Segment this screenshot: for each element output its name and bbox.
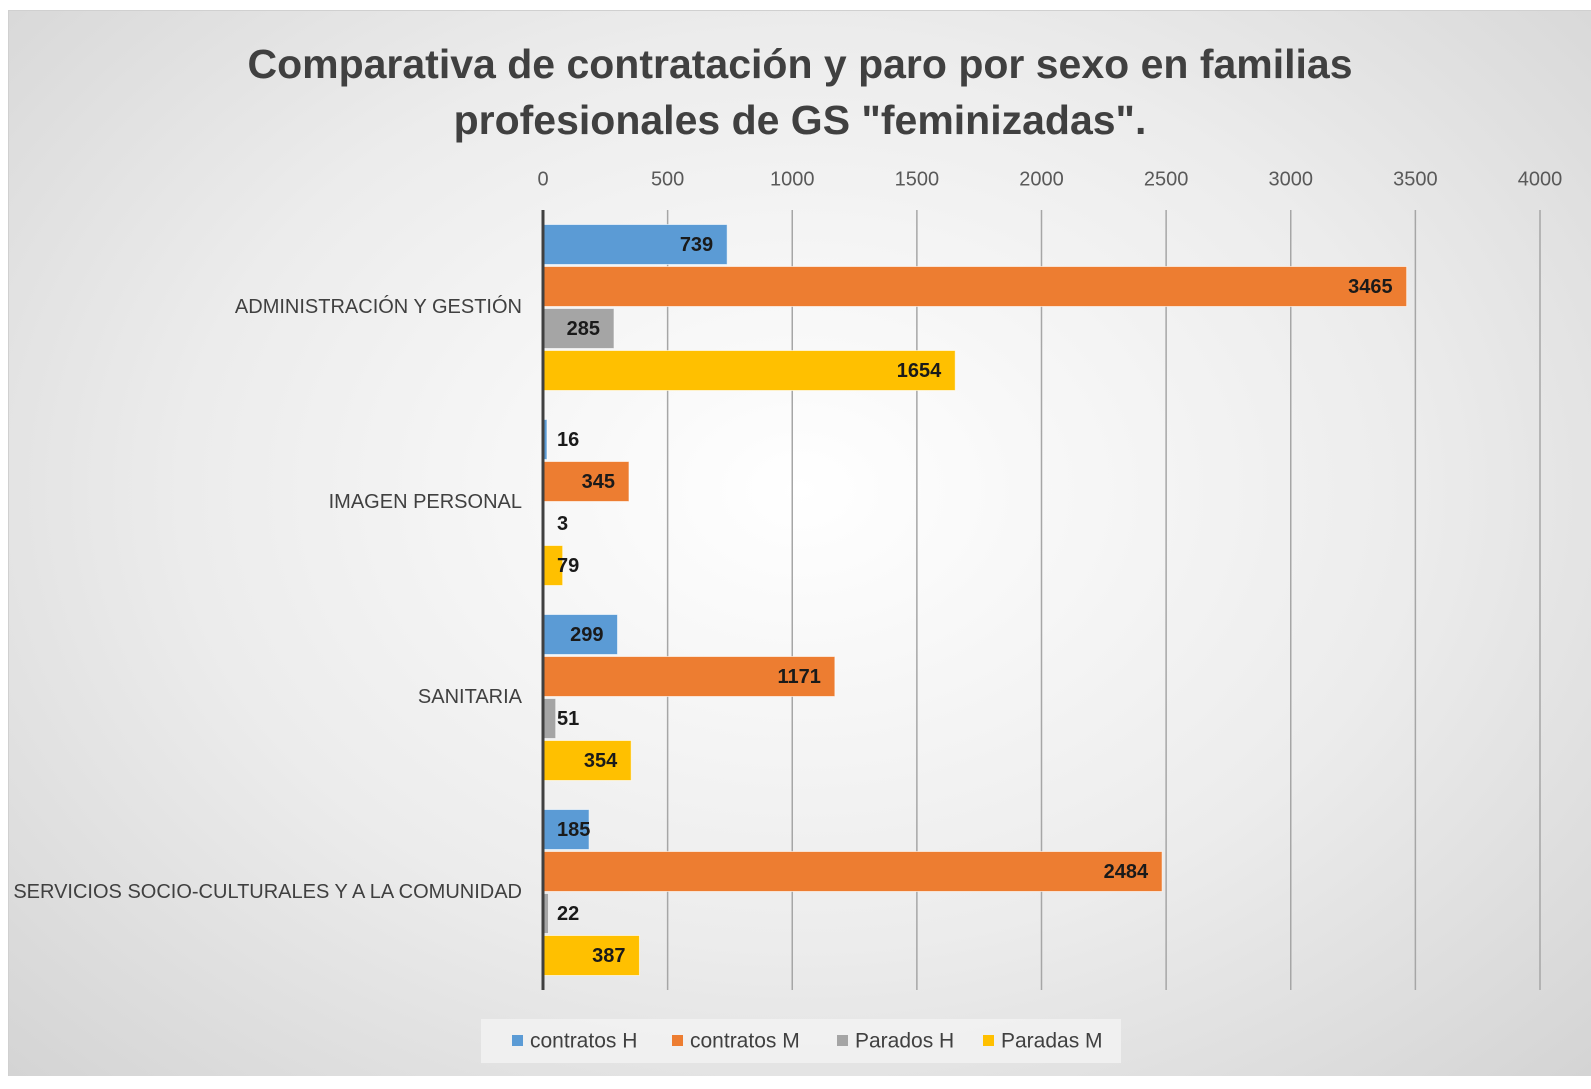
x-tick-label: 1000	[770, 168, 815, 190]
data-label: 3465	[1348, 276, 1393, 298]
bar	[542, 698, 557, 739]
data-label: 1171	[777, 666, 820, 688]
x-tick-label: 500	[651, 168, 684, 190]
legend-swatch	[837, 1035, 848, 1046]
data-label: 739	[680, 234, 713, 256]
bar	[542, 266, 1408, 307]
chart-background	[8, 10, 1591, 1076]
x-tick-label: 4000	[1518, 168, 1563, 190]
data-label: 79	[557, 555, 579, 577]
chart-title: Comparativa de contratación y paro por s…	[247, 41, 1353, 143]
bar	[542, 614, 619, 655]
legend-label: contratos M	[690, 1030, 800, 1053]
bar	[542, 656, 836, 697]
legend-swatch	[983, 1035, 994, 1046]
y-tick-label: SANITARIA	[418, 686, 523, 708]
bar	[542, 350, 956, 391]
bar	[542, 809, 590, 850]
data-label: 185	[557, 819, 590, 841]
bar	[542, 935, 640, 976]
data-label: 354	[584, 750, 618, 772]
y-tick-label: ADMINISTRACIÓN Y GESTIÓN	[235, 295, 522, 318]
bar	[542, 851, 1163, 892]
x-tick-label: 3000	[1269, 168, 1314, 190]
data-label: 387	[592, 945, 625, 967]
x-tick-label: 0	[537, 168, 548, 190]
data-label: 22	[557, 903, 579, 925]
data-label: 3	[557, 513, 568, 535]
legend-swatch	[672, 1035, 683, 1046]
bar	[542, 308, 615, 349]
y-tick-label: IMAGEN PERSONAL	[329, 491, 522, 513]
data-label: 16	[557, 429, 579, 451]
bar	[542, 740, 632, 781]
legend-swatch	[512, 1035, 523, 1046]
data-label: 299	[570, 624, 603, 646]
data-label: 285	[567, 318, 600, 340]
bar	[542, 461, 630, 502]
x-tick-label: 1500	[895, 168, 940, 190]
legend-box	[481, 1019, 1121, 1063]
legend-label: Parados H	[855, 1030, 954, 1053]
legend-label: Paradas M	[1001, 1030, 1103, 1053]
data-label: 2484	[1104, 861, 1149, 883]
legend-label: contratos H	[530, 1030, 637, 1053]
data-label: 1654	[897, 360, 942, 382]
data-label: 345	[582, 471, 615, 493]
y-tick-label: SERVICIOS SOCIO-CULTURALES Y A LA COMUNI…	[13, 881, 522, 903]
data-label: 51	[557, 708, 579, 730]
x-tick-label: 2500	[1144, 168, 1189, 190]
x-tick-label: 2000	[1019, 168, 1064, 190]
x-tick-label: 3500	[1393, 168, 1438, 190]
